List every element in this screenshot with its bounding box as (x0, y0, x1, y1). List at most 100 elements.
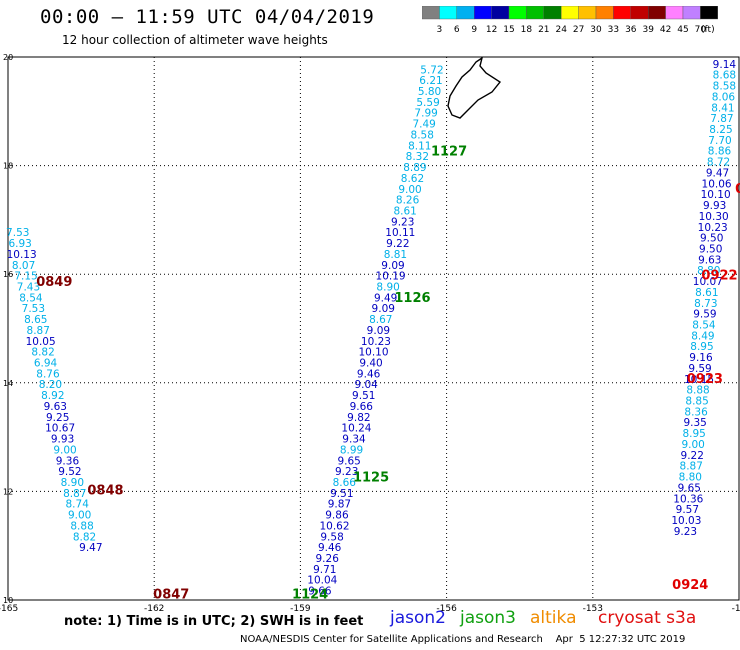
y-tick-label: 12 (3, 487, 13, 496)
wave-height-value: 8.58 (411, 129, 434, 141)
wave-height-value: 7.43 (17, 281, 40, 293)
wave-height-value: 8.87 (680, 461, 703, 473)
wave-height-value: 9.35 (683, 417, 706, 429)
wave-height-value: 8.54 (692, 320, 716, 332)
wave-height-value: 9.58 (320, 531, 343, 543)
wave-height-value: 9.49 (374, 292, 397, 304)
colorbar-tick-label: 36 (625, 25, 637, 35)
wave-height-value: 9.09 (372, 303, 395, 315)
chart-subtitle: 12 hour collection of altimeter wave hei… (62, 33, 328, 47)
legend-cryosat-s3a: cryosat s3a (598, 608, 697, 628)
wave-height-value: 5.59 (416, 97, 439, 109)
wave-height-value: 8.65 (24, 314, 47, 326)
wave-height-value: 8.66 (333, 477, 357, 489)
wave-height-value: 8.82 (73, 531, 96, 543)
wave-height-value: 9.36 (56, 455, 80, 467)
wave-height-value: 9.22 (681, 450, 704, 462)
y-tick-label: 18 (3, 162, 13, 171)
legend-altika: altika (530, 608, 577, 628)
wave-height-value: 7.70 (708, 135, 731, 147)
wave-height-value: 10.23 (361, 336, 391, 348)
wave-height-value: 7.53 (6, 227, 29, 239)
wave-height-value: 8.06 (712, 91, 736, 103)
wave-height-value: 9.50 (700, 233, 723, 245)
wave-height-value: 6.21 (419, 75, 442, 87)
credit-line: NOAA/NESDIS Center for Satellite Applica… (240, 634, 686, 645)
wave-height-value: 5.72 (420, 64, 443, 76)
wave-height-value: 10.15 (684, 374, 714, 386)
wave-height-value: 8.07 (12, 260, 35, 272)
wave-height-value: 9.86 (325, 510, 349, 522)
wave-height-value: 8.25 (709, 124, 732, 136)
wave-height-value: 10.19 (376, 271, 406, 283)
wave-height-value: 6.94 (34, 358, 58, 370)
wave-height-value: 8.74 (66, 499, 90, 511)
wave-height-value: 8.36 (684, 406, 708, 418)
wave-height-value: 9.23 (391, 216, 414, 228)
pass-time-label: 0848 (87, 484, 123, 499)
wave-height-value: 10.67 (45, 423, 75, 435)
hawaii-coastline (447, 56, 502, 119)
wave-height-value: 10.10 (701, 189, 731, 201)
wave-height-value: 9.51 (330, 488, 353, 500)
wave-height-value: 8.54 (19, 292, 43, 304)
wave-height-value: 9.16 (689, 352, 713, 364)
y-tick-label: 10 (3, 596, 13, 605)
wave-height-value: 9.34 (342, 434, 366, 446)
wave-height-value: 9.65 (337, 455, 360, 467)
wave-height-value: 10.06 (702, 178, 732, 190)
wave-height-value: 9.63 (44, 401, 67, 413)
x-tick-label: -156 (436, 604, 457, 614)
wave-height-value: 6.93 (8, 238, 31, 250)
wave-height-value: 7.15 (14, 271, 37, 283)
wave-height-value: 8.76 (36, 368, 60, 380)
wave-height-value: 9.00 (68, 510, 91, 522)
wave-height-value: 8.86 (708, 146, 732, 158)
colorbar-tick-label: 9 (471, 25, 477, 35)
wave-height-value: 9.00 (53, 444, 76, 456)
x-tick-label: -165 (0, 604, 18, 614)
colorbar-tick-label: 27 (573, 25, 584, 35)
colorbar-tick-label: 30 (590, 25, 602, 35)
wave-height-value: 10.04 (307, 575, 337, 587)
wave-height-value: 9.09 (381, 260, 404, 272)
wave-height-value: 9.46 (318, 542, 342, 554)
wave-height-value: 9.66 (308, 586, 332, 598)
wave-height-value: 9.50 (699, 243, 722, 255)
wave-height-value: 8.88 (70, 520, 93, 532)
wave-height-value: 9.87 (328, 499, 351, 511)
wave-height-value: 5.80 (418, 86, 441, 98)
pass-time-label: 1125 (353, 471, 389, 486)
wave-height-value: 7.99 (414, 108, 437, 120)
wave-height-value: 10.05 (26, 336, 56, 348)
pass-time-label: 0924 (672, 578, 708, 593)
wave-height-value: 9.65 (678, 482, 701, 494)
wave-height-value: 7.49 (412, 119, 435, 131)
wave-height-value: 10.23 (698, 222, 728, 234)
wave-height-value: 8.81 (384, 249, 407, 261)
wave-height-value: 9.59 (693, 309, 716, 321)
colorbar-tick-label: 45 (677, 25, 688, 35)
pass-time-label: 1126 (394, 291, 430, 306)
wave-height-value: 9.25 (46, 412, 69, 424)
wave-height-value: 8.99 (340, 444, 363, 456)
wave-height-value: 8.80 (679, 472, 702, 484)
wave-height-value: 8.26 (396, 195, 420, 207)
y-tick-label: 20 (3, 53, 13, 62)
wave-height-value: 10.13 (7, 249, 37, 261)
wave-height-value: 8.49 (691, 330, 714, 342)
wave-height-value: 8.68 (713, 70, 736, 82)
wave-height-value: 8.89 (403, 162, 426, 174)
pass-time-label: 0849 (36, 275, 72, 290)
pass-time-label: 0923 (687, 372, 723, 387)
colorbar-tick-label: 3 (437, 25, 443, 35)
wave-height-value: 9.59 (688, 363, 711, 375)
wave-height-value: 9.66 (350, 401, 374, 413)
wave-height-value: 9.93 (51, 434, 74, 446)
colorbar-tick-label: 18 (521, 25, 533, 35)
wave-height-value: 8.85 (685, 396, 708, 408)
wave-height-value: 9.46 (357, 368, 381, 380)
wave-height-value: 10.11 (385, 227, 415, 239)
wave-height-value: 9.26 (316, 553, 340, 565)
wave-height-value: 10.30 (699, 211, 729, 223)
